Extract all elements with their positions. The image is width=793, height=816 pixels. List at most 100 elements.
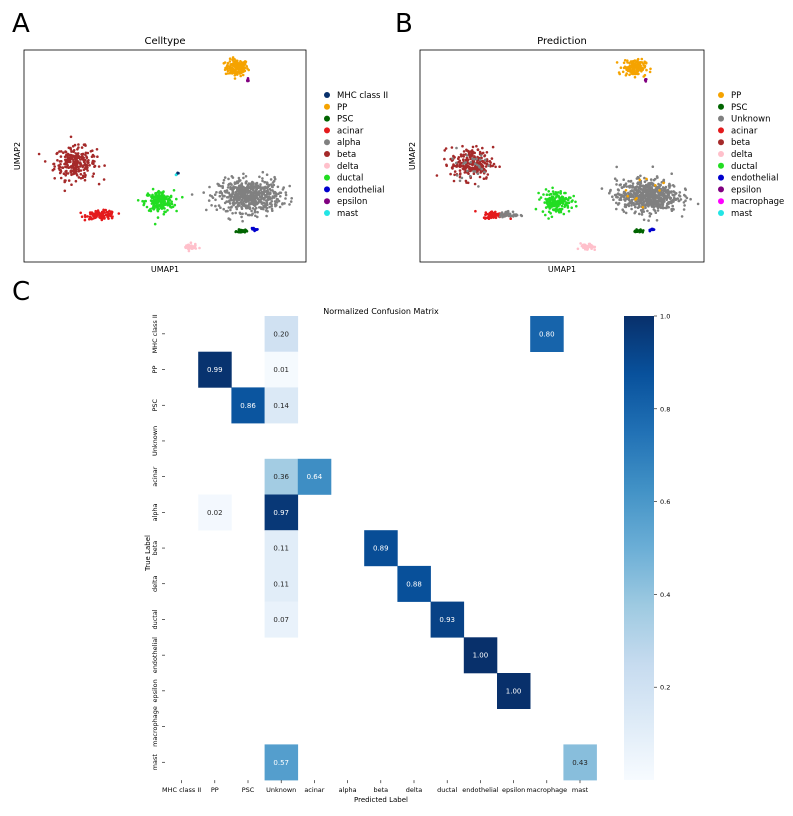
umap-prediction-point xyxy=(677,199,681,203)
umap-prediction-point xyxy=(654,193,657,196)
umap-prediction-point xyxy=(630,64,634,68)
umap-prediction-point xyxy=(543,201,546,204)
umap-celltype-point xyxy=(70,165,74,169)
umap-celltype-point xyxy=(254,214,257,218)
umap-prediction-point xyxy=(650,193,653,196)
umap-celltype-point xyxy=(253,200,256,203)
umap-celltype-point xyxy=(77,161,81,164)
umap-prediction-point xyxy=(451,165,455,168)
umap-celltype-point xyxy=(250,201,253,205)
umap-prediction-point xyxy=(481,151,485,155)
umap-celltype-point xyxy=(62,151,65,154)
umap-prediction-point xyxy=(473,170,477,173)
umap-prediction-point xyxy=(645,177,648,181)
umap-prediction-point xyxy=(660,188,663,191)
confusion-row-label: PP xyxy=(151,366,159,374)
umap-prediction-point xyxy=(670,209,674,212)
umap-celltype-legend-label: beta xyxy=(337,150,356,160)
umap-prediction-point xyxy=(444,147,448,150)
umap-prediction-point xyxy=(661,194,664,197)
umap-prediction-point xyxy=(651,165,655,168)
umap-celltype-point xyxy=(227,191,231,195)
umap-prediction-point xyxy=(631,182,635,185)
umap-prediction-point xyxy=(663,192,666,196)
umap-celltype-point xyxy=(59,150,63,153)
umap-prediction-point xyxy=(458,179,462,183)
confusion-cell-value: 0.93 xyxy=(439,616,455,624)
umap-prediction-point xyxy=(638,183,642,187)
umap-celltype-point xyxy=(264,194,267,197)
umap-prediction-point xyxy=(636,191,639,194)
umap-prediction-point xyxy=(567,209,571,213)
umap-prediction-point xyxy=(644,183,648,187)
umap-celltype-point xyxy=(152,204,155,208)
umap-celltype-point xyxy=(67,179,71,182)
umap-prediction-point xyxy=(642,197,645,200)
umap-celltype-point xyxy=(238,211,242,215)
umap-celltype-point xyxy=(253,210,257,214)
umap-celltype-point xyxy=(269,183,273,186)
umap-celltype-point xyxy=(172,189,176,192)
umap-celltype-point xyxy=(271,189,274,192)
umap-celltype-point xyxy=(222,178,226,182)
umap-celltype-point xyxy=(169,194,173,198)
umap-celltype-legend-marker xyxy=(324,162,330,169)
umap-prediction-point xyxy=(488,160,492,163)
umap-prediction-point xyxy=(641,203,645,207)
umap-prediction-point xyxy=(468,155,472,159)
umap-prediction-point xyxy=(450,146,454,149)
umap-prediction-point xyxy=(666,193,669,197)
umap-prediction-legend-marker xyxy=(718,186,724,193)
umap-prediction-point xyxy=(656,194,659,198)
umap-prediction-point xyxy=(640,213,644,216)
umap-prediction-point xyxy=(485,176,488,179)
umap-celltype-point xyxy=(97,165,101,168)
umap-prediction-point xyxy=(621,208,624,211)
confusion-row-label: ductal xyxy=(151,609,159,629)
umap-prediction-point xyxy=(468,174,472,178)
umap-prediction-point xyxy=(634,210,637,213)
umap-celltype-point xyxy=(247,196,250,200)
umap-prediction-point xyxy=(559,208,563,212)
umap-prediction-point xyxy=(544,213,547,217)
umap-celltype-legend-label: ductal xyxy=(337,174,363,184)
umap-celltype-point xyxy=(282,186,286,189)
umap-celltype-point xyxy=(236,70,239,74)
umap-prediction-point xyxy=(486,173,490,176)
umap-celltype-point xyxy=(239,74,242,78)
umap-prediction-point xyxy=(559,197,562,200)
umap-prediction-point xyxy=(462,153,465,157)
umap-prediction-point xyxy=(639,181,642,184)
umap-celltype-point xyxy=(169,202,173,205)
umap-celltype-point xyxy=(64,174,67,177)
umap-celltype-point xyxy=(239,200,243,204)
umap-prediction-point xyxy=(443,149,447,152)
umap-celltype-point xyxy=(215,208,219,211)
umap-prediction-point xyxy=(541,210,545,213)
umap-celltype-point xyxy=(88,164,91,167)
umap-prediction-point xyxy=(664,186,667,190)
umap-celltype-point xyxy=(233,195,237,199)
umap-prediction-point xyxy=(581,244,585,247)
umap-prediction-point xyxy=(639,187,643,191)
umap-prediction-point xyxy=(565,202,568,205)
umap-celltype-legend-label: MHC class II xyxy=(337,91,388,101)
umap-celltype-legend-marker xyxy=(324,210,330,216)
umap-prediction-point xyxy=(563,205,566,209)
umap-prediction-point xyxy=(492,162,496,166)
umap-celltype-legend-label: alpha xyxy=(337,138,361,148)
umap-prediction-point xyxy=(501,215,504,219)
umap-celltype-point xyxy=(80,146,84,149)
umap-prediction-point xyxy=(638,212,641,216)
umap-prediction-point xyxy=(559,190,562,193)
umap-prediction-point xyxy=(629,70,632,73)
umap-celltype-point xyxy=(71,145,75,148)
umap-prediction-point xyxy=(628,73,631,77)
umap-celltype-point xyxy=(237,185,240,189)
umap-celltype-point xyxy=(230,71,233,74)
umap-celltype-point xyxy=(258,206,261,209)
umap-celltype-point xyxy=(84,151,88,155)
umap-celltype-point xyxy=(254,191,258,194)
umap-prediction-point xyxy=(667,189,670,193)
confusion-cell xyxy=(264,458,299,495)
